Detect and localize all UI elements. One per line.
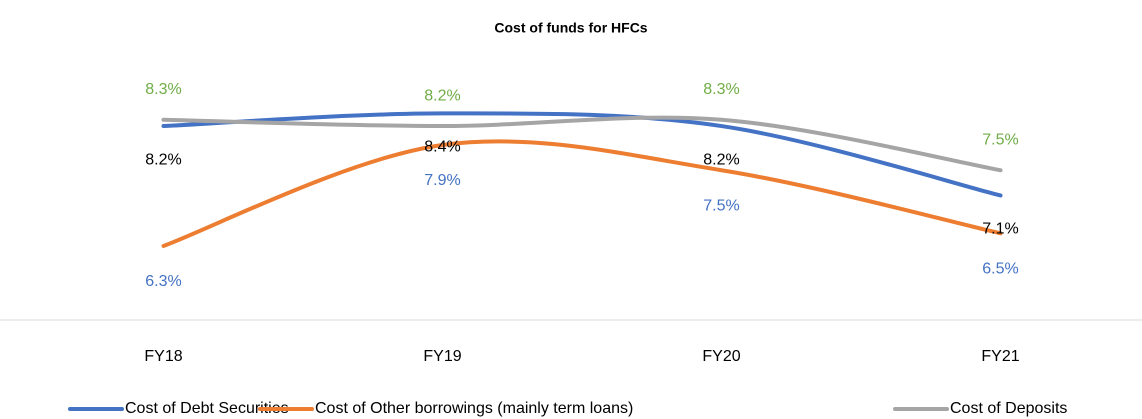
series-line: [161, 115, 1003, 173]
data-label: 8.3%: [703, 81, 739, 98]
data-label: 7.1%: [982, 221, 1018, 238]
data-label: 6.5%: [982, 261, 1018, 278]
data-label: 8.2%: [145, 151, 181, 168]
data-label: 8.2%: [703, 151, 739, 168]
data-label: 6.3%: [145, 273, 181, 290]
data-label: 7.5%: [703, 197, 739, 214]
data-label: 8.3%: [145, 81, 181, 98]
chart-title: Cost of funds for HFCs: [494, 20, 647, 36]
data-label: 8.2%: [424, 87, 460, 104]
series-line: [161, 111, 1003, 198]
legend-label: Cost of Other borrowings (mainly term lo…: [315, 400, 633, 417]
x-tick-label: FY18: [144, 348, 182, 365]
legend-label: Cost of Debt Securities: [125, 400, 289, 417]
data-label: 7.5%: [982, 131, 1018, 148]
x-tick-label: FY20: [702, 348, 740, 365]
x-tick-label: FY21: [981, 348, 1019, 365]
legend-label: Cost of Deposits: [950, 400, 1067, 417]
series-line: [161, 139, 1003, 248]
x-tick-label: FY19: [423, 348, 461, 365]
data-label: 7.9%: [424, 172, 460, 189]
data-label: 8.4%: [424, 139, 460, 156]
